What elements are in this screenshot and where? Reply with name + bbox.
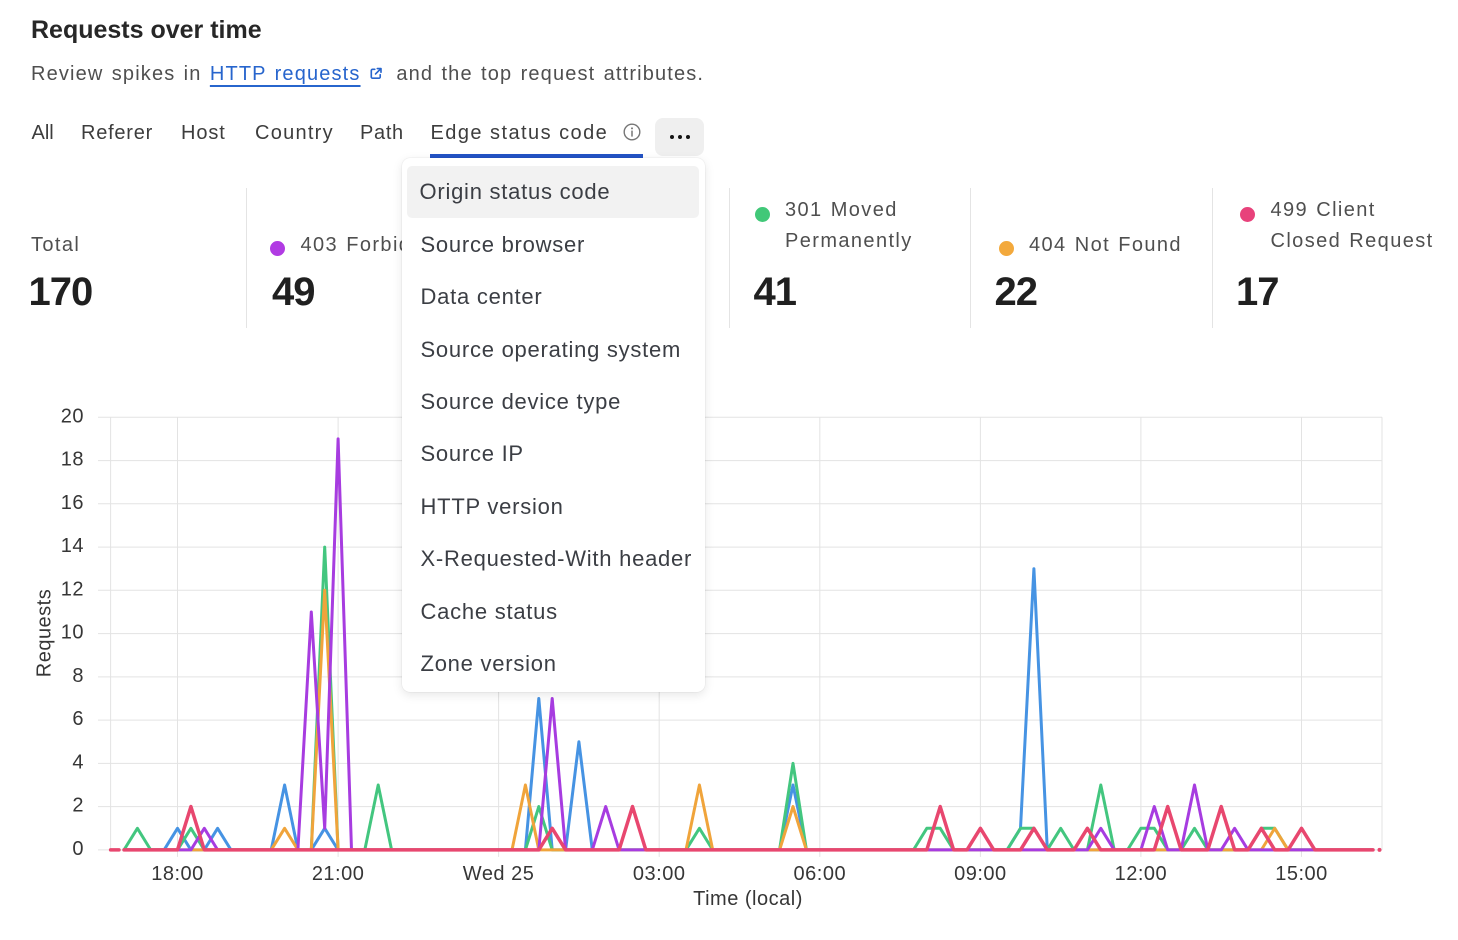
svg-text:14: 14 xyxy=(61,535,84,557)
svg-text:06:00: 06:00 xyxy=(794,863,847,885)
svg-text:10: 10 xyxy=(61,622,84,644)
svg-text:8: 8 xyxy=(72,665,84,687)
svg-text:0: 0 xyxy=(72,838,84,860)
svg-text:09:00: 09:00 xyxy=(954,863,1007,885)
svg-text:Time (local): Time (local) xyxy=(693,888,803,910)
svg-text:Requests: Requests xyxy=(34,589,56,678)
svg-text:21:00: 21:00 xyxy=(312,863,365,885)
svg-text:15:00: 15:00 xyxy=(1275,863,1328,885)
svg-text:18:00: 18:00 xyxy=(151,863,204,885)
svg-text:03:00: 03:00 xyxy=(633,863,686,885)
svg-text:12:00: 12:00 xyxy=(1115,863,1168,885)
svg-text:20: 20 xyxy=(61,405,84,427)
svg-text:6: 6 xyxy=(72,708,84,730)
svg-text:12: 12 xyxy=(61,578,84,600)
svg-text:2: 2 xyxy=(72,795,84,817)
svg-text:16: 16 xyxy=(61,492,84,514)
svg-text:18: 18 xyxy=(61,449,84,471)
svg-text:Wed 25: Wed 25 xyxy=(463,863,535,885)
svg-text:4: 4 xyxy=(72,751,84,773)
